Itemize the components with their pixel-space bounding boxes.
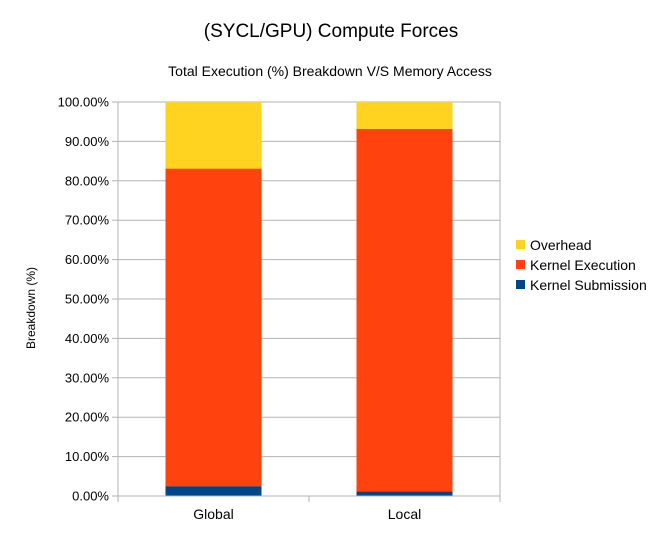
bar-kernel-execution-local (356, 128, 453, 492)
bar-overhead-global (165, 102, 262, 169)
bar-kernel-submission-local (356, 491, 453, 496)
legend: Overhead Kernel Execution Kernel Submissio… (516, 237, 647, 293)
y-tick-label: 50.00% (65, 292, 110, 307)
bars (165, 102, 453, 496)
bar-overhead-local (356, 102, 453, 129)
y-tick-label: 60.00% (65, 252, 110, 267)
y-tick-label: 10.00% (65, 449, 110, 464)
legend-label: Kernel Execution (530, 257, 636, 273)
x-tick-label: Global (193, 506, 233, 522)
chart-subtitle: Total Execution (%) Breakdown V/S Memory… (168, 63, 492, 79)
y-tick-label: 20.00% (65, 410, 110, 425)
bar-kernel-submission-global (165, 486, 262, 496)
legend-swatch (516, 240, 525, 249)
axes (117, 102, 501, 502)
y-tick-labels: 0.00% 10.00% 20.00% 30.00% 40.00% 50.00% 60.00… (58, 95, 110, 504)
legend-swatch (516, 260, 525, 269)
x-tick-label: Local (388, 506, 421, 522)
legend-label: Overhead (530, 237, 591, 253)
y-tick-label: 30.00% (65, 370, 110, 385)
chart-title: (SYCL/GPU) Compute Forces (204, 21, 458, 42)
legend-swatch (516, 280, 525, 289)
legend-label: Kernel Submission (530, 277, 647, 293)
y-tick-label: 80.00% (65, 173, 110, 188)
y-tick-label: 40.00% (65, 331, 110, 346)
y-axis-label: Breakdown (%) (24, 267, 38, 349)
y-tick-label: 100.00% (58, 95, 110, 110)
y-tick-label: 90.00% (65, 134, 110, 149)
x-tick-labels: Global Local (193, 506, 421, 522)
y-tick-label: 0.00% (72, 489, 109, 504)
bar-kernel-execution-global (165, 168, 262, 487)
y-tick-label: 70.00% (65, 213, 110, 228)
